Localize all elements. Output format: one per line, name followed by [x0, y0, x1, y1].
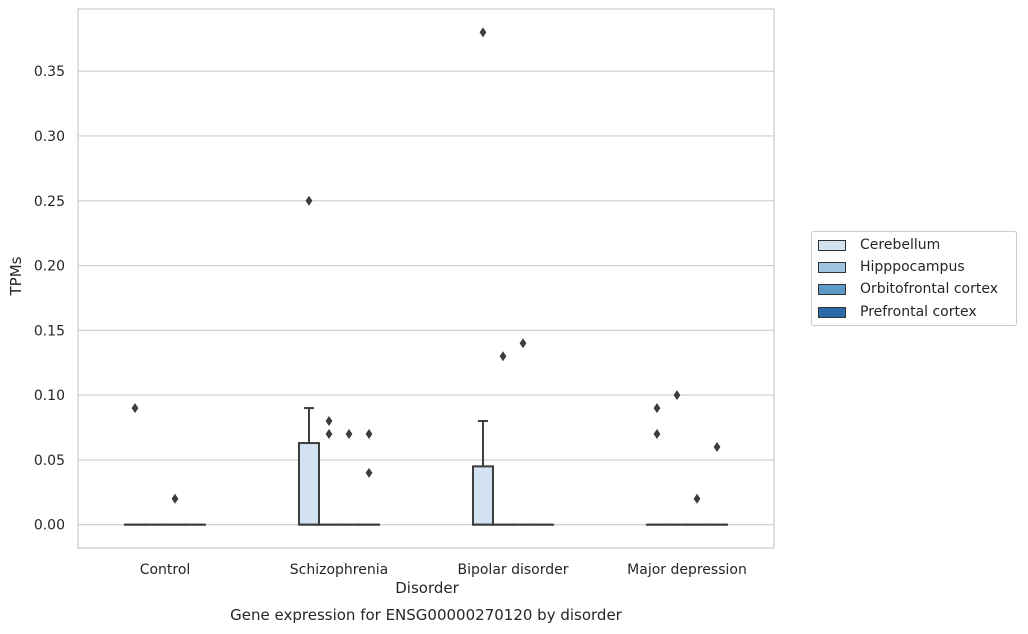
box-group — [358, 428, 381, 526]
y-tick-label: 0.00 — [34, 518, 65, 534]
outlier-point — [365, 428, 373, 439]
y-tick-label: 0.35 — [34, 64, 65, 80]
outlier-point — [365, 467, 373, 478]
box-group — [123, 403, 146, 526]
outlier-point — [653, 403, 661, 414]
outlier-point — [325, 428, 333, 439]
legend-item-orbitofrontal-cortex: Orbitofrontal cortex — [818, 279, 998, 299]
box-group — [706, 441, 729, 526]
legend-label-cerebellum: Cerebellum — [860, 237, 941, 253]
y-tick-label: 0.05 — [34, 453, 65, 469]
legend-swatch-cerebellum — [818, 239, 846, 251]
outlier-point — [131, 403, 139, 414]
box-group — [491, 351, 514, 526]
box-plots — [123, 27, 729, 526]
legend-item-prefrontal-cortex: Prefrontal cortex — [818, 302, 977, 322]
y-tick-label: 0.20 — [34, 259, 65, 275]
y-tick-label: 0.15 — [34, 323, 65, 339]
y-tick-label: 0.25 — [34, 194, 65, 210]
box-group — [317, 416, 340, 526]
y-tick-label: 0.30 — [34, 129, 65, 145]
box-rect — [471, 465, 494, 526]
box-group — [512, 338, 535, 526]
box-rect — [297, 442, 320, 526]
box-group — [471, 27, 494, 526]
x-tick-label: Schizophrenia — [290, 562, 388, 578]
outlier-point — [653, 428, 661, 439]
y-axis-title: TPMs — [7, 256, 25, 296]
legend-swatch-prefrontal-cortex — [818, 306, 846, 318]
legend-label-prefrontal-cortex: Prefrontal cortex — [860, 304, 977, 320]
gridlines — [78, 70, 774, 526]
axis-ticks: 0.00 0.05 0.10 0.15 0.20 0.25 0.30 0.35 Control S… — [34, 64, 747, 578]
outlier-point — [305, 195, 313, 206]
box-group — [297, 195, 320, 526]
legend-label-hippocampus: Hipppocampus — [860, 259, 965, 275]
box-group — [338, 428, 361, 526]
box-group — [645, 403, 668, 526]
box-group — [665, 390, 688, 526]
outlier-point — [325, 416, 333, 427]
outlier-point — [499, 351, 507, 362]
box-group — [164, 493, 187, 526]
x-tick-label: Bipolar disorder — [457, 562, 568, 578]
chart-caption: Gene expression for ENSG00000270120 by d… — [230, 606, 622, 624]
outlier-point — [693, 493, 701, 504]
legend-label-orbitofrontal-cortex: Orbitofrontal cortex — [860, 281, 998, 297]
outlier-point — [713, 441, 721, 452]
outlier-point — [519, 338, 527, 349]
outlier-point — [345, 428, 353, 439]
legend: Cerebellum Hipppocampus Orbitofrontal co… — [811, 231, 1017, 326]
outlier-point — [171, 493, 179, 504]
x-tick-label: Control — [140, 562, 191, 578]
x-axis-title: Disorder — [395, 579, 459, 597]
outlier-point — [673, 390, 681, 401]
legend-swatch-hippocampus — [818, 261, 846, 273]
legend-item-cerebellum: Cerebellum — [818, 235, 940, 255]
outlier-point — [479, 27, 487, 38]
x-tick-label: Major depression — [627, 562, 747, 578]
legend-item-hippocampus: Hipppocampus — [818, 257, 965, 277]
y-tick-label: 0.10 — [34, 388, 65, 404]
plot-frame — [77, 8, 775, 549]
box-group — [686, 493, 709, 526]
legend-swatch-orbitofrontal-cortex — [818, 283, 846, 295]
